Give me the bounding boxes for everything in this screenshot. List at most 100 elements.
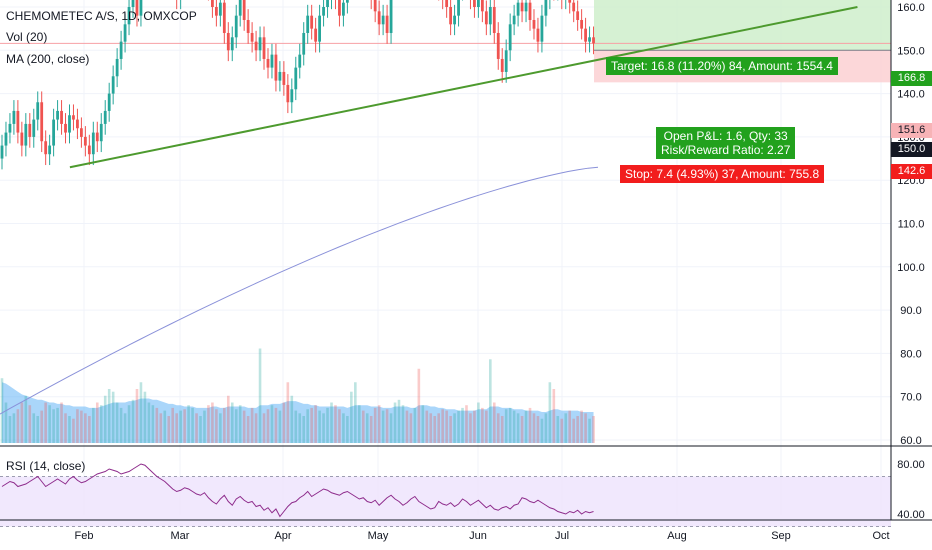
- volume-bar: [532, 413, 536, 443]
- volume-bar: [489, 359, 492, 443]
- volume-bar: [151, 405, 155, 443]
- volume-bar: [318, 410, 321, 443]
- candle-body: [52, 119, 56, 146]
- candle-body: [508, 24, 512, 51]
- volume-bar: [401, 405, 405, 443]
- volume-bar: [143, 391, 147, 443]
- volume-bar: [167, 416, 171, 443]
- candle-body: [385, 15, 389, 33]
- price-axis: 60.070.080.090.0100.0110.0120.0130.0140.…: [890, 0, 925, 521]
- candle-body: [230, 37, 234, 51]
- volume-bar: [556, 416, 560, 443]
- volume-bar: [107, 389, 111, 443]
- candle-body: [28, 123, 32, 137]
- time-axis: Feb Mar Apr May Jun Jul Aug Sep Oct: [0, 519, 932, 542]
- candle-body: [234, 15, 238, 38]
- rsi-legend[interactable]: RSI (14, close): [6, 459, 86, 473]
- volume-bar: [365, 413, 369, 443]
- candle-body: [532, 19, 536, 29]
- volume-ma-area: [2, 382, 594, 443]
- candle-body: [572, 2, 576, 12]
- overlays: [0, 6, 858, 415]
- volume-bar: [381, 410, 385, 443]
- volume-bar: [119, 407, 123, 443]
- candle-body: [294, 67, 298, 90]
- candle-body: [512, 15, 516, 25]
- volume-bar: [350, 391, 353, 443]
- volume-bar: [520, 416, 524, 443]
- candle-body: [580, 19, 584, 29]
- entry-price-tag: 150.0: [891, 142, 932, 157]
- candle-body: [453, 15, 456, 25]
- volume-bar: [421, 405, 425, 443]
- month-tick-label: Oct: [872, 530, 889, 542]
- candle-body: [588, 37, 591, 42]
- volume-bar: [64, 413, 67, 443]
- volume-bar: [135, 389, 139, 443]
- volume-bar: [127, 405, 131, 443]
- candle-body: [568, 0, 572, 3]
- volume-bar: [191, 407, 194, 443]
- volume-bar: [223, 407, 226, 443]
- ma-legend[interactable]: MA (200, close): [6, 52, 90, 66]
- volume-bar: [4, 402, 8, 443]
- candle-body: [36, 102, 40, 120]
- volume-bar: [481, 407, 484, 443]
- candle-body: [222, 2, 226, 33]
- target-zone: [594, 0, 891, 51]
- volume-bar: [385, 409, 389, 443]
- candle-body: [584, 28, 587, 42]
- volume-bar: [504, 409, 508, 443]
- volume-bar: [572, 418, 575, 443]
- candle-body: [250, 32, 254, 42]
- candle-body: [8, 123, 12, 133]
- volume-bar: [123, 413, 127, 443]
- candle-body: [302, 32, 306, 55]
- volume-bar: [286, 382, 290, 443]
- candle-body: [516, 2, 520, 16]
- month-tick-label: Jul: [555, 530, 569, 542]
- volume-bar: [310, 407, 313, 443]
- volume-bar: [103, 395, 107, 443]
- volume-bar: [477, 402, 480, 443]
- volume-bar: [111, 391, 115, 443]
- volume-bar: [215, 409, 218, 443]
- price-tick-label: 150.0: [897, 45, 925, 57]
- symbol-title[interactable]: CHEMOMETEC A/S, 1D, OMXCOP: [6, 9, 197, 23]
- candle-body: [214, 7, 218, 16]
- ma200-line: [0, 166, 599, 415]
- volume-legend[interactable]: Vol (20): [6, 30, 48, 44]
- volume-bar: [179, 410, 182, 443]
- candle-body: [123, 24, 127, 42]
- candle-body: [0, 145, 4, 159]
- candle-body: [270, 54, 274, 68]
- volume-bar: [242, 410, 246, 443]
- candle-body: [87, 145, 91, 155]
- candle-body: [20, 132, 24, 146]
- volume-bar: [560, 418, 564, 443]
- volume-bar: [203, 410, 206, 443]
- volume-bar: [282, 402, 286, 443]
- month-tick-label: Jun: [469, 530, 487, 542]
- candle-body: [484, 11, 488, 25]
- volume-bar: [262, 413, 266, 443]
- month-tick-label: Apr: [274, 530, 291, 542]
- volume-bar: [0, 378, 4, 443]
- volume-bar: [437, 413, 440, 443]
- volume-bar: [226, 395, 230, 443]
- volume-bar: [485, 410, 488, 443]
- candle-body: [119, 41, 123, 59]
- rsi-line: [1, 463, 594, 518]
- volume-bar: [449, 416, 452, 443]
- volume-bar: [131, 399, 135, 443]
- candle-body: [107, 93, 111, 111]
- candle-body: [504, 50, 508, 72]
- candle-body: [254, 41, 258, 51]
- volume-bar: [80, 410, 83, 443]
- month-tick-label: May: [368, 530, 389, 542]
- volume-bar: [413, 407, 417, 443]
- volume-bar: [92, 407, 95, 443]
- candle-body: [274, 54, 278, 81]
- volume-bar: [405, 410, 409, 443]
